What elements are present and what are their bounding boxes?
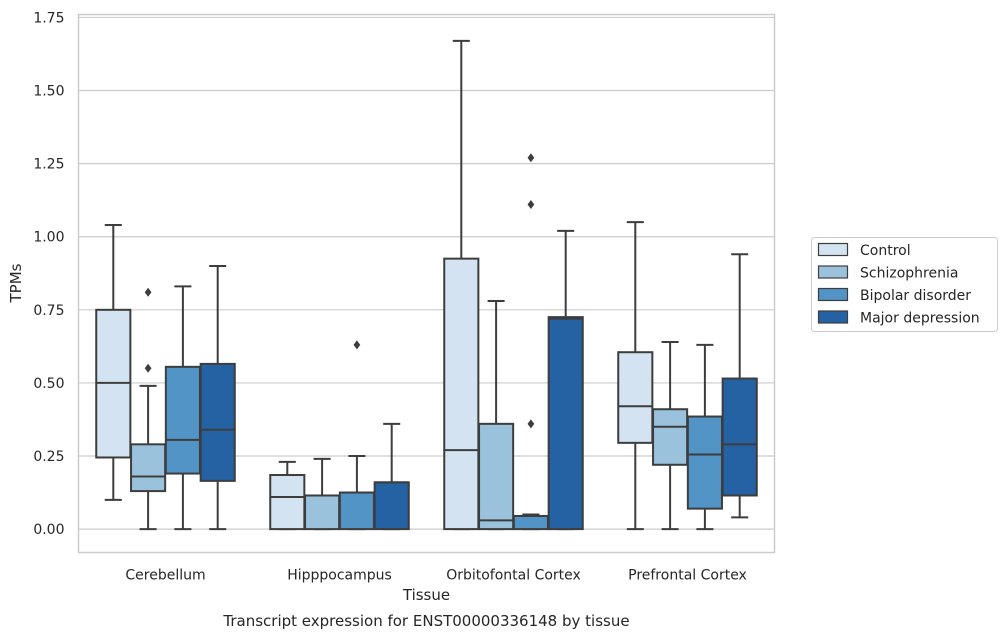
box-iqr [130,443,167,493]
x-tick-label: Prefrontal Cortex [628,568,747,584]
outlier-point [353,340,361,350]
x-tick-label: Orbitofontal Cortex [446,568,581,584]
legend-swatch [817,310,849,324]
outlier-point [527,153,535,163]
box-control [443,39,480,531]
outlier-point [144,287,152,297]
box-schizophrenia [478,300,515,531]
outlier-point [527,200,535,210]
box-bipolar-disorder [164,285,201,531]
box-iqr [199,362,236,482]
box-iqr [547,316,584,531]
box-iqr [721,377,758,497]
boxes [95,39,758,531]
box-major-depression [199,264,236,531]
chart-caption: Transcript expression for ENST0000033614… [222,612,629,630]
box-iqr [686,415,723,510]
y-tick-label: 1.00 [33,230,64,246]
legend-swatch [817,265,849,279]
legend-label: Control [860,243,911,259]
box-control [95,224,132,501]
box-iqr [512,514,549,531]
y-tick-label: 1.25 [33,157,64,173]
y-axis-label: TPMs [7,263,25,303]
y-axis-ticks: 0.00 0.25 0.50 0.75 1.00 1.25 1.50 1.75 [33,10,64,538]
outlier-point [144,363,152,373]
box-schizophrenia [130,287,167,531]
x-axis-label: Tissue [402,586,450,604]
box-bipolar-disorder [338,340,375,531]
box-control [617,221,654,531]
box-iqr [443,257,480,531]
box-major-depression [373,422,410,531]
legend-label: Major depression [860,311,980,327]
legend-label: Bipolar disorder [860,288,971,304]
x-tick-label: Hipppocampus [287,568,392,584]
y-tick-label: 1.75 [33,10,64,26]
y-tick-label: 0.00 [33,522,64,538]
box-iqr [617,351,654,444]
legend-frame [811,237,998,332]
legend: Control Schizophrenia Bipolar disorder Majo… [811,237,998,332]
y-tick-label: 0.75 [33,303,64,319]
legend-swatch [817,242,849,257]
box-iqr [304,494,341,531]
plot-frame [77,13,776,554]
box-iqr [269,474,306,531]
y-tick-label: 1.50 [33,84,64,100]
box-major-depression [547,229,584,531]
x-axis-ticks: Cerebellum Hipppocampus Orbitofontal Corte… [125,568,746,584]
outlier-point [527,419,535,429]
box-major-depression [721,253,758,519]
box-iqr [478,422,515,531]
box-schizophrenia [304,457,341,531]
box-schizophrenia [652,340,689,531]
x-tick-label: Cerebellum [125,568,205,584]
legend-label: Schizophrenia [860,266,958,282]
box-bipolar-disorder [512,153,549,531]
y-tick-label: 0.50 [33,376,64,392]
box-iqr [373,481,410,531]
box-iqr [652,408,689,466]
box-bipolar-disorder [686,343,723,531]
box-control [269,460,306,531]
legend-swatch [817,287,849,302]
box-iqr [338,491,375,531]
box-iqr [164,365,201,475]
y-tick-label: 0.25 [33,449,64,465]
